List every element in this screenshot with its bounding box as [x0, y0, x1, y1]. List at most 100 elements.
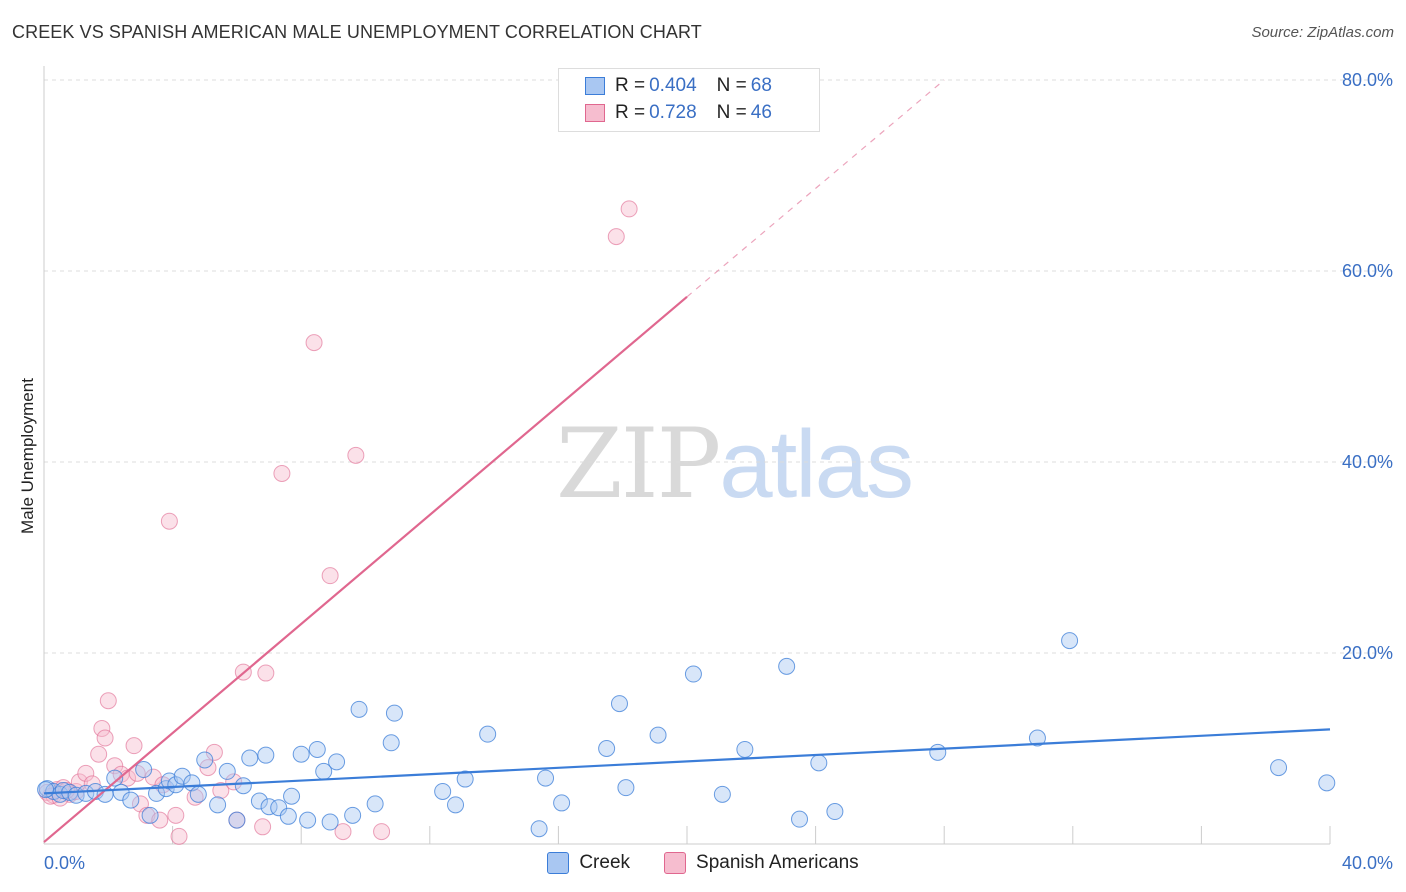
series-creek [37, 632, 1336, 838]
axes [43, 66, 1331, 845]
data-point-spanish [151, 811, 169, 829]
data-point-creek [292, 745, 310, 763]
data-point-creek [308, 740, 326, 758]
data-point-creek [344, 806, 362, 824]
data-point-spanish [254, 818, 272, 836]
data-point-spanish [225, 773, 243, 791]
data-point-creek [553, 794, 571, 812]
data-point-creek [228, 811, 246, 829]
trendline-creek [43, 728, 1331, 795]
data-point-creek [135, 761, 153, 779]
data-point-creek [649, 726, 667, 744]
stats-legend: R = 0.404 N = 68 R = 0.728 N = 46 [558, 68, 820, 132]
y-tick-label: 60.0% [1342, 261, 1393, 281]
data-point-spanish [77, 764, 95, 782]
data-point-creek [598, 740, 616, 757]
data-point-creek [1061, 632, 1079, 650]
watermark-zip: ZIP [556, 408, 721, 520]
data-point-creek [141, 806, 159, 824]
data-point-creek [257, 746, 275, 764]
x-tick-label: 40.0% [1342, 853, 1393, 873]
watermark: ZIPatlas [556, 408, 914, 520]
legend-r-value: 0.404 [649, 75, 697, 96]
trendlines [43, 79, 1331, 843]
data-point-creek [434, 782, 452, 800]
data-point-creek [1318, 774, 1336, 792]
trendline-spanish-extension [686, 79, 945, 298]
data-point-spanish [305, 334, 323, 352]
data-point-creek [366, 795, 384, 813]
legend-label-spanish: Spanish Americans [696, 852, 859, 873]
data-point-creek [37, 781, 55, 799]
data-point-spanish [347, 446, 365, 464]
data-point-spanish [167, 806, 185, 824]
source-label: Source: ZipAtlas.com [1251, 24, 1394, 41]
data-point-creek [299, 811, 317, 829]
data-point-creek [530, 820, 548, 838]
data-point-spanish [212, 782, 230, 800]
data-point-creek [350, 700, 368, 718]
legend-item-creek: Creek [547, 852, 630, 874]
data-point-creek [54, 782, 72, 800]
data-point-creek [736, 740, 754, 758]
data-point-creek [321, 813, 339, 831]
data-point-spanish [170, 827, 188, 845]
y-tick-label: 20.0% [1342, 643, 1393, 663]
data-point-creek [713, 785, 731, 803]
data-point-creek [148, 784, 166, 802]
tick-labels: 20.0% 40.0% 60.0% 80.0% 0.0% 40.0% [44, 70, 1393, 873]
data-point-creek [218, 762, 236, 780]
legend-r-label: R = [615, 102, 646, 123]
y-axis-label: Male Unemployment [18, 378, 37, 534]
data-point-creek [684, 665, 702, 683]
legend-item-spanish: Spanish Americans [664, 852, 859, 874]
data-point-spanish [106, 757, 124, 775]
data-point-creek [610, 695, 628, 713]
legend-n-label: N = [716, 75, 747, 96]
data-point-creek [122, 791, 140, 809]
data-point-creek [1270, 759, 1288, 777]
legend-n-label: N = [716, 102, 747, 123]
data-point-creek [456, 770, 474, 788]
series-legend: Creek Spanish Americans [0, 852, 1406, 874]
data-point-spanish [620, 200, 638, 218]
data-point-creek [196, 751, 214, 769]
legend-swatch-spanish [585, 104, 605, 122]
grid [44, 79, 1392, 654]
data-point-creek [283, 787, 301, 805]
data-point-creek [279, 807, 297, 825]
data-point-creek [810, 754, 828, 772]
data-point-creek [173, 767, 191, 785]
data-point-creek [209, 796, 227, 814]
data-point-spanish [90, 745, 108, 763]
data-point-spanish [257, 664, 275, 682]
data-point-creek [270, 799, 288, 817]
data-point-creek [778, 657, 796, 675]
data-point-spanish [160, 512, 178, 530]
data-point-creek [382, 734, 400, 752]
data-point-spanish [334, 823, 352, 841]
data-point-creek [479, 725, 497, 743]
y-tick-label: 80.0% [1342, 70, 1393, 90]
legend-row-spanish: R = 0.728 N = 46 [585, 101, 778, 125]
series-spanish-americans [38, 200, 638, 845]
data-point-spanish [96, 729, 114, 747]
legend-swatch-creek [547, 852, 570, 874]
data-point-spanish [373, 823, 391, 841]
trendline-spanish [43, 295, 688, 843]
legend-label-creek: Creek [579, 852, 631, 873]
data-point-creek [250, 792, 268, 810]
legend-n-value: 68 [750, 75, 772, 96]
data-point-spanish [125, 737, 143, 755]
data-point-creek [929, 743, 947, 761]
data-point-creek [537, 769, 555, 787]
data-point-creek [1028, 729, 1046, 747]
data-point-creek [826, 803, 844, 821]
data-point-creek [189, 785, 207, 803]
legend-row-creek: R = 0.404 N = 68 [585, 74, 778, 98]
data-point-spanish [321, 567, 339, 585]
legend-r-label: R = [615, 75, 646, 96]
chart-title: CREEK VS SPANISH AMERICAN MALE UNEMPLOYM… [12, 22, 702, 42]
data-point-creek [617, 779, 635, 797]
